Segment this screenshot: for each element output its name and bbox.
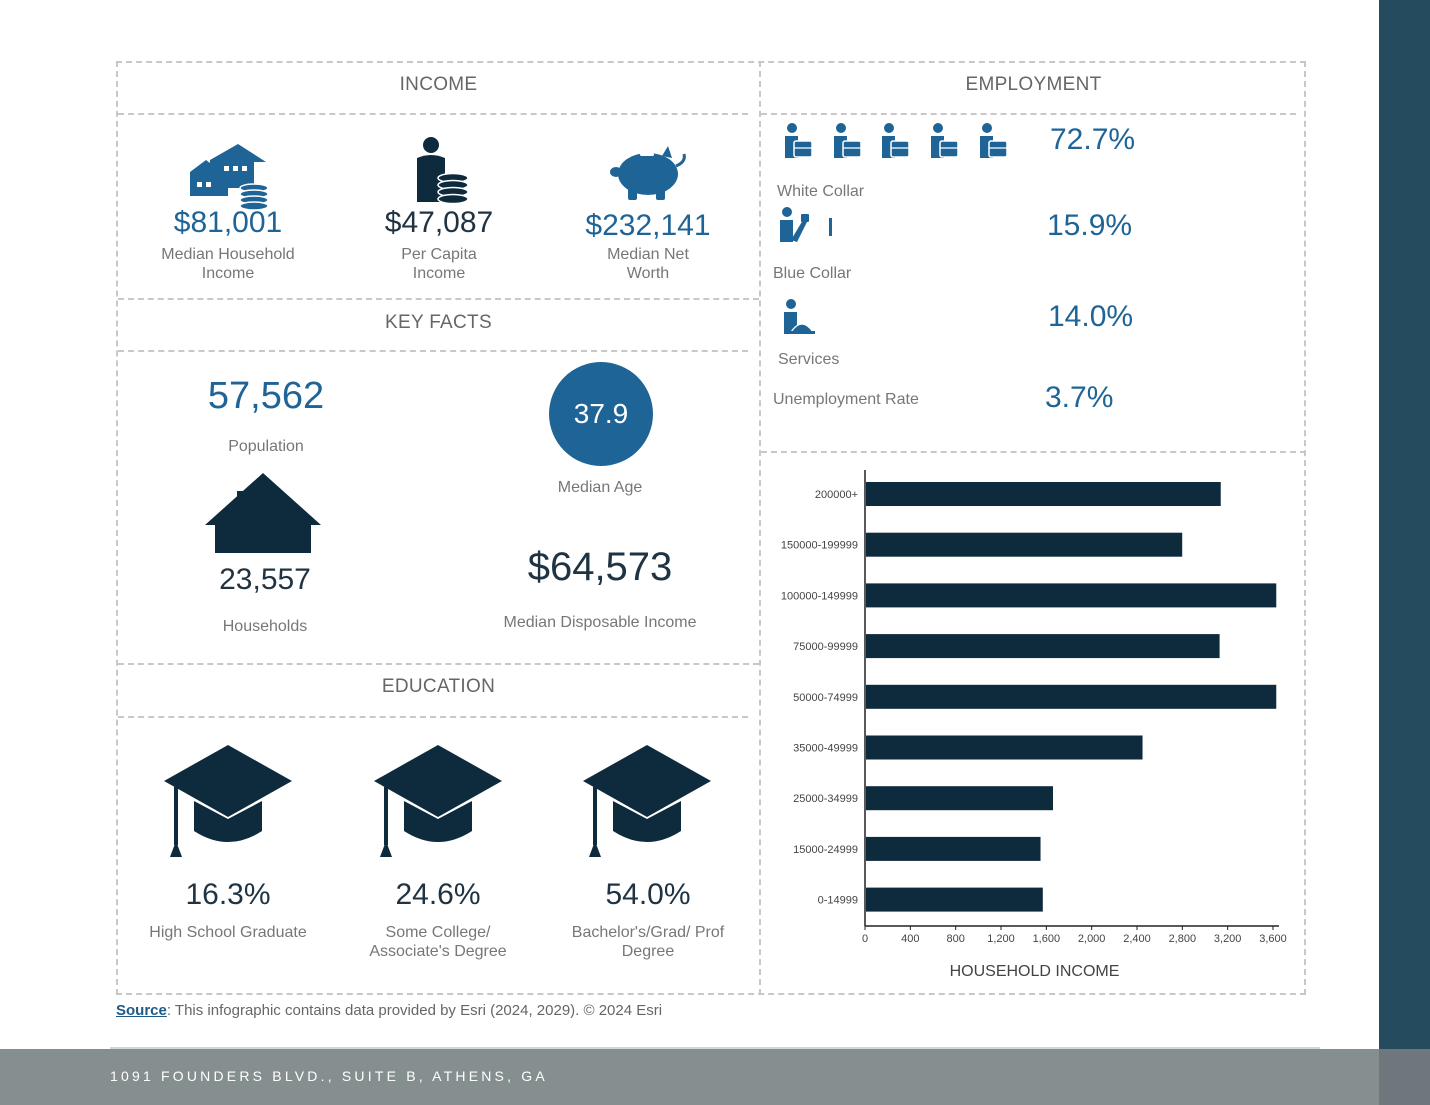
unemployment-label: Unemployment Rate [773,391,919,408]
keyfacts-title: KEY FACTS [385,312,492,333]
white-collar-worker-icons [785,123,1008,158]
x-tick-label: 2,800 [1169,933,1197,945]
income-title-divider [118,113,748,115]
disposable-income-value: $64,573 [527,545,673,589]
blue-collar-label: Blue Collar [773,265,852,282]
right-sidebar [1379,0,1430,1049]
graduation-cap-icon [164,745,292,857]
some-college-label-1: Some College/ [385,924,491,941]
y-tick-label: 25000-34999 [793,793,858,805]
bar-15000-24999 [866,836,1041,861]
person-coins-icon [417,137,469,205]
bar-75000-99999 [866,634,1220,659]
footer-divider [110,1047,1320,1049]
y-tick-label: 150000-199999 [781,540,858,552]
source-note: Source: This infographic contains data p… [116,1002,662,1019]
disposable-income-label: Median Disposable Income [503,614,697,631]
per-capita-income-label-1: Per Capita [401,246,477,263]
median-net-worth-value: $232,141 [585,209,711,242]
piggy-bank-icon [610,146,686,200]
chart-title: HOUSEHOLD INCOME [949,963,1120,980]
household-income-chart: 200000+ 150000-199999 100000-149999 75000-9… [781,470,1287,945]
y-tick-label: 200000+ [815,489,858,501]
bar-200000+ [866,482,1221,506]
services-worker-icon [784,299,815,334]
x-tick-label: 3,200 [1214,933,1242,945]
services-label: Services [778,351,840,368]
y-tick-label: 75000-99999 [793,641,858,653]
high-school-label: High School Graduate [149,924,307,941]
bachelors-value: 54.0% [605,878,691,911]
median-household-income-label-1: Median Household [161,246,295,263]
bar-100000-149999 [866,583,1277,608]
white-collar-value: 72.7% [1050,123,1136,156]
unemployment-value: 3.7% [1045,381,1114,414]
x-tick-label: 1,600 [1033,933,1061,945]
some-college-label-2: Associate's Degree [369,943,507,960]
source-link[interactable]: Source [116,1002,167,1019]
median-age-label: Median Age [557,479,643,496]
y-tick-label: 15000-24999 [793,844,858,856]
bar-0-14999 [866,887,1043,912]
footer-bar [0,1049,1379,1105]
per-capita-income-label-2: Income [412,265,466,282]
house-icon [205,473,321,553]
footer-address: 1091 FOUNDERS BLVD., SUITE B, ATHENS, GA [110,1068,548,1084]
keyfacts-title-divider [118,350,748,352]
white-collar-label: White Collar [777,183,865,200]
bachelors-label-1: Bachelor's/Grad/ Prof [571,924,725,941]
income-title: INCOME [399,74,478,95]
employment-title-divider [761,113,1296,115]
x-tick-label: 0 [862,933,868,945]
x-tick-label: 3,600 [1259,933,1287,945]
median-household-income-value: $81,001 [173,206,283,239]
x-tick-label: 2,000 [1078,933,1106,945]
infographic-frame [116,61,1306,995]
column-divider [759,61,761,995]
some-college-value: 24.6% [395,878,481,911]
households-value: 23,557 [219,563,311,596]
education-top-divider [118,663,759,665]
bar-35000-49999 [866,735,1143,760]
y-tick-label: 100000-149999 [781,590,858,602]
source-text: : This infographic contains data provide… [166,1002,663,1019]
graduation-cap-icon [374,745,502,857]
households-label: Households [222,618,308,635]
education-title: EDUCATION [381,676,496,697]
graduation-cap-icon [583,745,711,857]
footer-corner [1379,1049,1430,1105]
bar-50000-74999 [866,684,1277,709]
employment-title: EMPLOYMENT [965,74,1102,95]
median-net-worth-label-1: Median Net [607,246,689,263]
median-household-income-label-2: Income [201,265,255,282]
y-tick-label: 0-14999 [818,895,858,907]
x-tick-label: 800 [946,933,964,945]
y-tick-label: 50000-74999 [793,692,858,704]
population-label: Population [228,438,304,455]
median-net-worth-label-2: Worth [626,265,670,282]
x-tick-label: 400 [901,933,919,945]
blue-collar-worker-icon [780,207,832,242]
services-value: 14.0% [1048,300,1134,333]
bar-25000-34999 [866,786,1053,811]
x-tick-label: 1,200 [987,933,1015,945]
keyfacts-top-divider [118,298,759,300]
blue-collar-value: 15.9% [1047,209,1133,242]
population-value: 57,562 [207,375,325,417]
chart-top-divider [761,451,1306,453]
per-capita-income-value: $47,087 [384,206,494,239]
high-school-value: 16.3% [185,878,271,911]
median-age-circle: 37.9 [549,362,653,466]
y-tick-label: 35000-49999 [793,743,858,755]
education-title-divider [118,716,748,718]
x-tick-label: 2,400 [1123,933,1151,945]
bachelors-label-2: Degree [621,943,675,960]
bar-150000-199999 [866,532,1183,557]
house-coins-icon [190,144,269,210]
